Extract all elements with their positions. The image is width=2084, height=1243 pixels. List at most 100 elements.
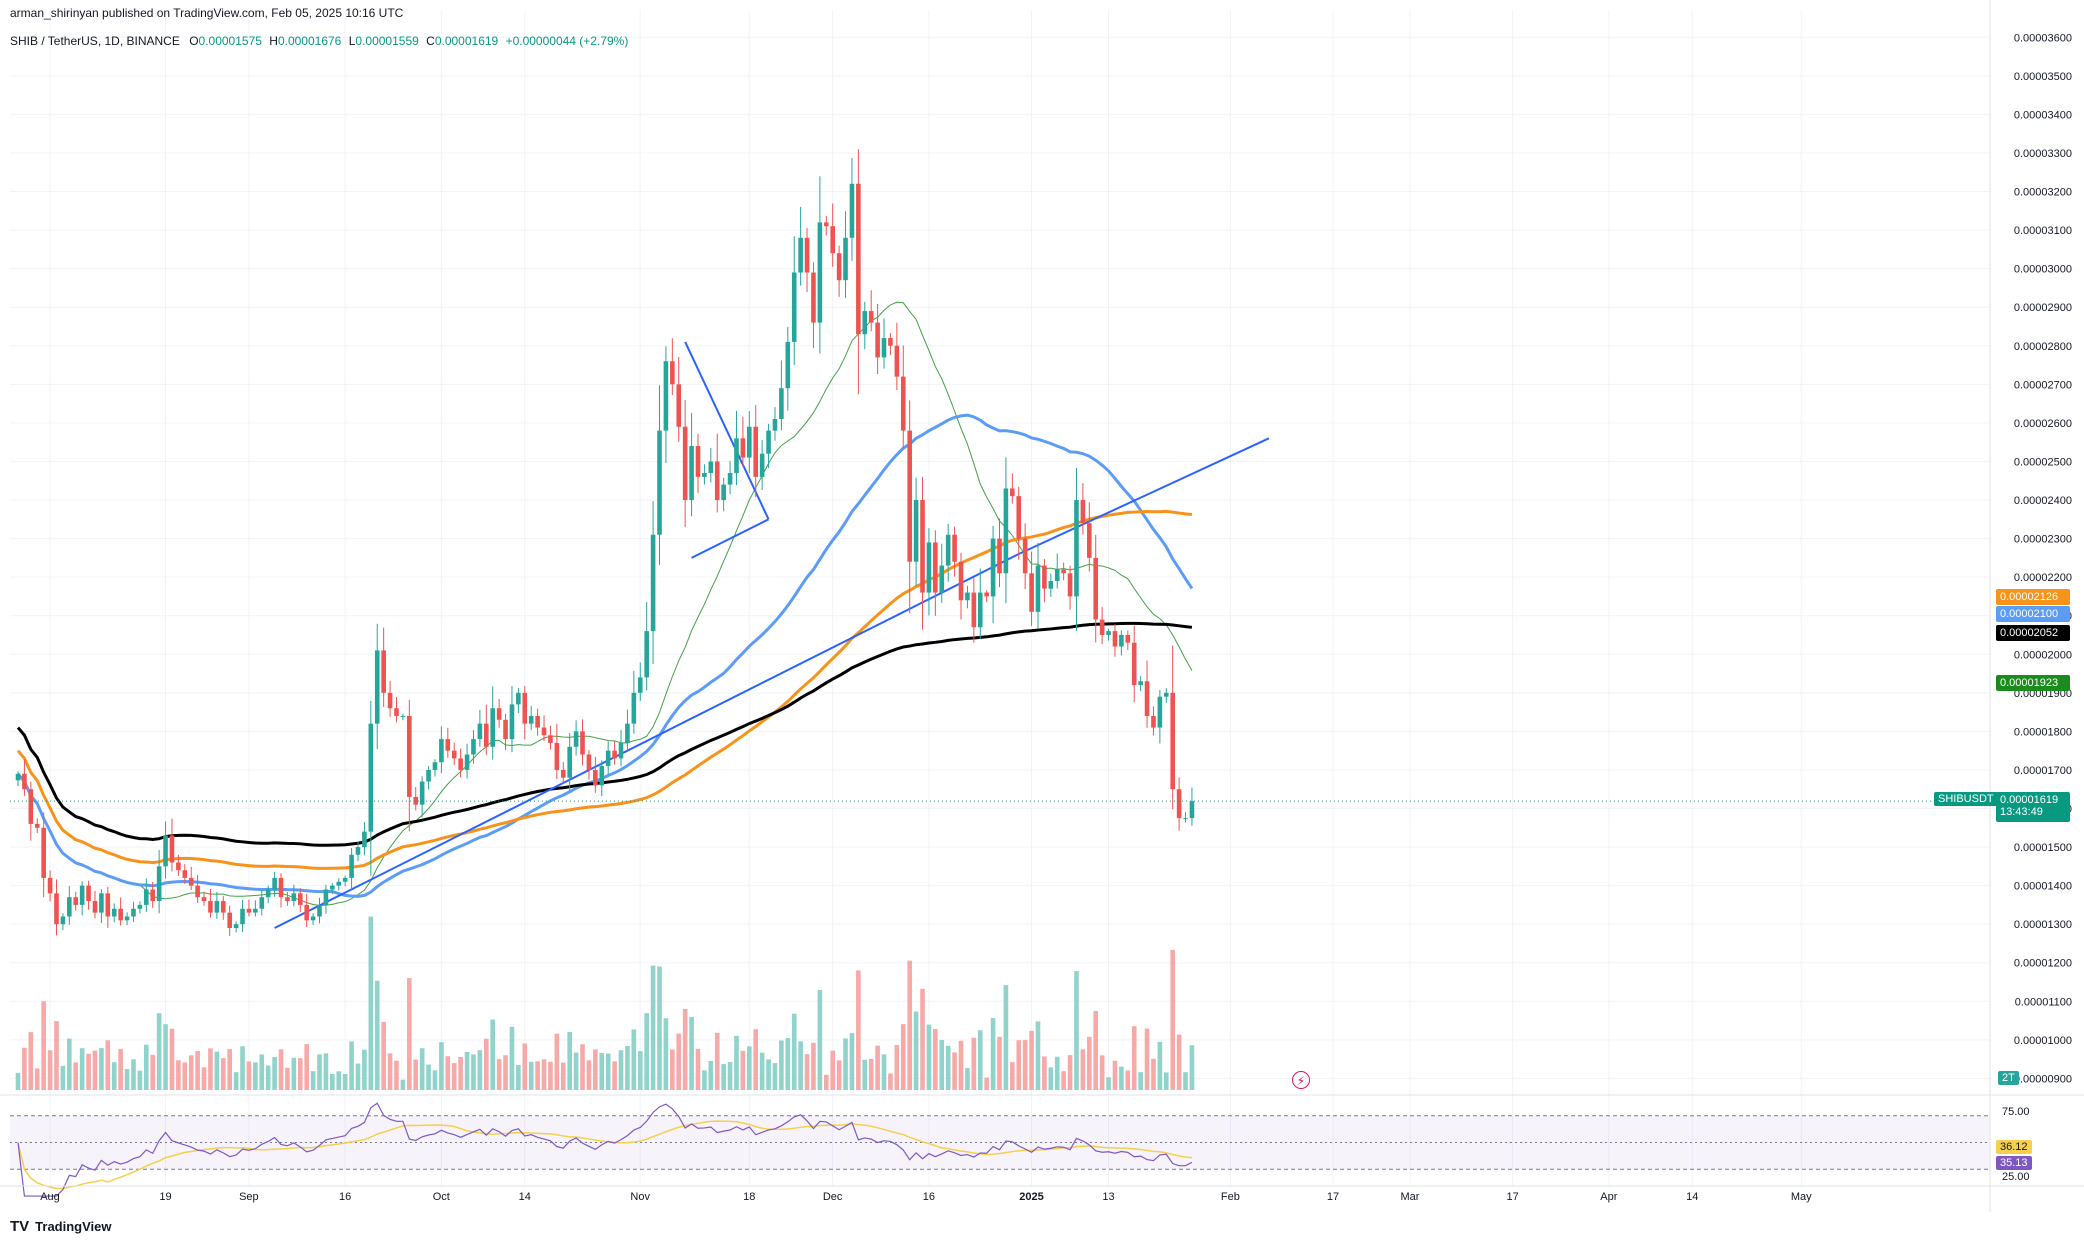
volume-bar <box>285 1067 290 1090</box>
volume-bar <box>1157 1041 1163 1090</box>
volume-bar <box>73 1062 79 1090</box>
volume-bar <box>208 1048 213 1090</box>
volume-bar <box>516 1064 521 1090</box>
candle-body <box>22 773 27 790</box>
volume-bar <box>637 1051 643 1090</box>
volume-bar <box>1125 1070 1131 1090</box>
tradingview-logo-icon: TV <box>10 1218 30 1235</box>
volume-bar <box>926 1024 932 1090</box>
volume-bar <box>355 1063 361 1090</box>
rsi-pane <box>10 1102 1990 1197</box>
candle-body <box>150 889 156 902</box>
candle-body <box>939 565 945 593</box>
candle-body <box>28 789 34 824</box>
symbol-label[interactable]: SHIB / TetherUS, 1D, BINANCE <box>10 34 180 48</box>
volume-bar <box>798 1041 803 1090</box>
volume-bar <box>317 1054 322 1090</box>
candle-body <box>34 823 40 828</box>
volume-bar <box>560 1062 566 1090</box>
volume-bar <box>407 978 412 1090</box>
candle-body <box>888 338 893 346</box>
volume-bar <box>1087 1036 1092 1090</box>
volume-bar <box>599 1052 605 1090</box>
candle-body <box>1087 523 1092 558</box>
candle-body <box>60 916 66 925</box>
volume-bar <box>330 1073 335 1090</box>
volume-bar <box>439 1042 444 1090</box>
volume-bar <box>567 1031 572 1090</box>
volume-bar <box>188 1055 194 1090</box>
lightning-icon[interactable]: ⚡ <box>1292 1071 1310 1089</box>
high-value: 0.00001676 <box>277 34 342 48</box>
volume-bar <box>1183 1072 1188 1090</box>
price-tick-label: 0.00002500 <box>2014 456 2072 468</box>
volume-bar <box>875 1045 880 1090</box>
candle-body <box>791 272 797 342</box>
volume-bar <box>747 1046 752 1090</box>
candle-body <box>86 885 91 902</box>
volume-bar <box>144 1044 149 1090</box>
volume-bar <box>586 1060 592 1090</box>
symbol-badge[interactable]: SHIBUSDT <box>1934 792 1998 806</box>
tradingview-logo[interactable]: TV TradingView <box>10 1218 112 1235</box>
price-tick-label: 0.00002400 <box>2014 495 2072 507</box>
candle-body <box>836 253 842 281</box>
time-axis[interactable]: Aug 19 Sep 16 Oct 14 Nov 18 Dec 16 2025 13 Feb 17 Mar 1… <box>40 1191 1812 1203</box>
triangle-lower-line <box>691 518 770 559</box>
volume-bar <box>1112 1060 1118 1090</box>
price-tick-label: 0.00003600 <box>2014 32 2072 44</box>
time-tick-label: 17 <box>1506 1191 1518 1203</box>
candle-body <box>804 237 810 273</box>
time-tick-label: Apr <box>1600 1191 1617 1203</box>
candle-body <box>201 897 207 902</box>
volume-bar <box>137 1070 143 1090</box>
volume-bar <box>554 1033 560 1090</box>
volume-bar <box>618 1050 624 1090</box>
candle-body <box>169 835 175 863</box>
volume-bar <box>971 1037 977 1090</box>
low-value: 0.00001559 <box>355 34 419 48</box>
volume-bar <box>503 1055 508 1090</box>
volume-bar <box>342 1073 348 1090</box>
candle-body <box>1183 818 1188 820</box>
volume-bar <box>458 1056 463 1090</box>
candle-body <box>233 924 239 929</box>
rsi-ma-tag: 36.12 <box>1996 1140 2032 1154</box>
change-value: +0.00000044 (+2.79%) <box>505 34 629 48</box>
volume-bar <box>1061 1071 1066 1090</box>
time-tick-label: Oct <box>433 1191 450 1203</box>
candle-body <box>1163 692 1169 697</box>
candle-body <box>900 376 906 431</box>
candle-body <box>1042 565 1047 589</box>
volume-bar <box>54 1021 59 1090</box>
volume-bar <box>1022 1040 1028 1090</box>
price-tick-label: 0.00001300 <box>2014 919 2072 931</box>
volume-bar <box>984 1077 989 1090</box>
volume-bar <box>862 1059 868 1090</box>
candle-body <box>984 592 989 597</box>
volume-bar <box>779 1040 784 1090</box>
volume-bar <box>573 1052 579 1090</box>
candle-body <box>15 773 21 781</box>
candle-body <box>259 897 265 909</box>
volume-bar <box>496 1059 502 1090</box>
candle-body <box>528 715 534 724</box>
candle-body <box>612 750 617 759</box>
volume-bar <box>451 1063 457 1090</box>
candle-body <box>541 727 547 736</box>
volume-bar <box>15 1072 21 1090</box>
volume-bar <box>259 1054 265 1090</box>
price-tick-label: 0.00001000 <box>2014 1035 2072 1047</box>
volume-bar <box>830 1050 836 1090</box>
candles <box>15 149 1195 937</box>
ma-blue-tag: 0.00002100 <box>1996 606 2070 622</box>
candle-body <box>458 758 463 770</box>
price-axis[interactable]: 0.00000900 0.00001000 0.00001100 0.00001200… <box>2014 32 2072 1085</box>
price-tick-label: 0.00003500 <box>2014 71 2072 83</box>
candle-body <box>1170 692 1175 790</box>
candle-body <box>477 723 483 740</box>
volume-bar <box>246 1061 252 1090</box>
candle-body <box>1112 631 1118 647</box>
volume-bar <box>304 1044 309 1090</box>
